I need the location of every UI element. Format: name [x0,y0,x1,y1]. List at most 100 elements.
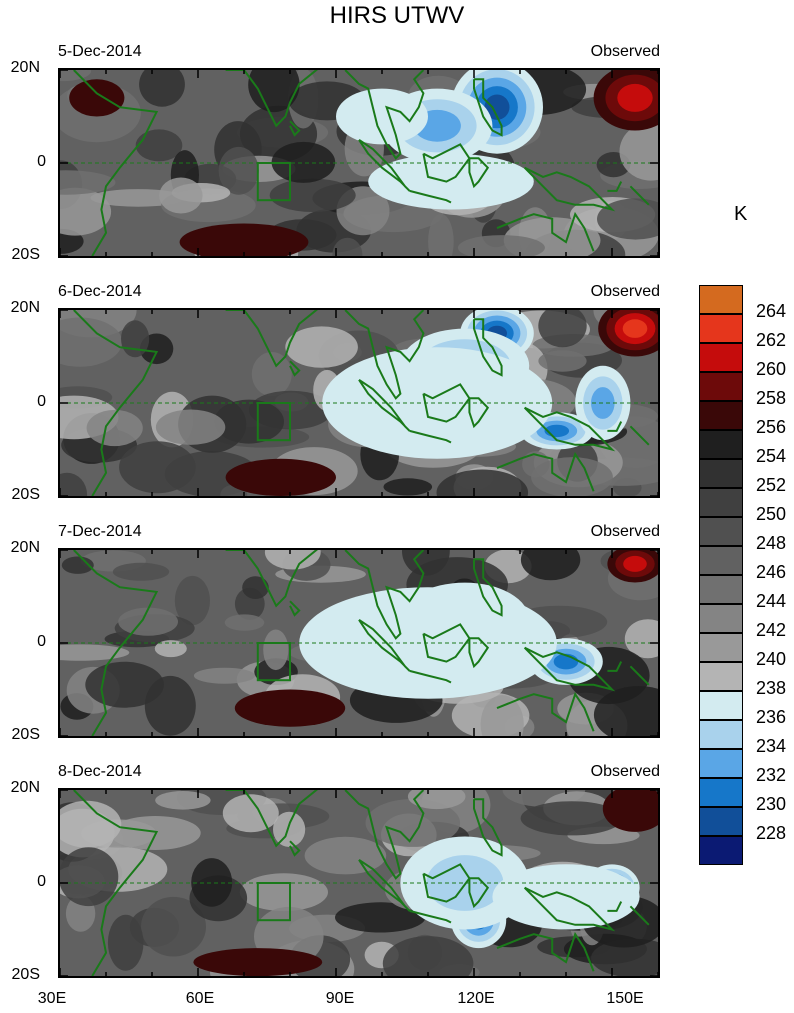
texture-blob [214,399,284,444]
colorbar-label: 252 [756,475,787,495]
texture-blob [224,614,265,631]
colorbar-label: 262 [756,330,787,350]
texture-blob [332,237,363,256]
texture-blob [480,695,524,736]
dry-region-6 [234,689,346,727]
colorbar-cell [699,662,743,691]
reference-box [256,882,292,922]
colorbar-cell [699,372,743,401]
contour-level-257 [225,458,336,496]
dry-region-6 [193,948,323,976]
dry-region-6 [179,223,309,256]
colorbar-label: 256 [756,417,787,437]
y-tick-label: 20S [11,246,40,263]
reference-box [256,402,292,442]
coastline [73,70,159,256]
panel-label-4: Observed [590,763,660,780]
texture-blob [242,576,269,599]
coastline [473,318,503,377]
reference-box [256,642,292,682]
coastline [607,421,623,432]
coastline [73,550,159,736]
colorbar-label: 258 [756,388,787,408]
y-tick-label: 20S [11,486,40,503]
texture-blob [538,310,587,348]
dry-region-5 [593,70,658,131]
y-tick-label: 0 [37,633,46,650]
y-tick-label: 0 [37,393,46,410]
texture-blob [60,70,91,82]
coastline [496,451,595,492]
texture-blob [107,914,144,971]
colorbar-label: 228 [756,823,787,843]
moist-region-4 [336,88,428,145]
coastline [344,310,425,400]
colorbar-cell [699,778,743,807]
coastline [409,669,452,684]
coastline [225,310,318,368]
colorbar-label: 232 [756,765,787,785]
coastline [468,877,490,909]
colorbar-label: 234 [756,736,787,756]
colorbar-cell [699,575,743,604]
dry-region-5 [607,550,658,583]
contour-level-261 [623,555,647,572]
moist-region-5 [322,347,553,459]
colorbar-label: 240 [756,649,787,669]
colorbar-cell [699,488,743,517]
coastline [468,397,490,429]
coastline [607,661,623,672]
coastline [409,429,452,444]
colorbar-cell [699,401,743,430]
texture-blob [264,550,321,570]
reference-box [256,162,292,202]
texture-blob [154,640,187,658]
coastline [289,360,301,377]
colorbar-label: 254 [756,446,787,466]
panel-date-4: 8-Dec-2014 [58,763,142,780]
texture-blob [624,619,658,659]
colorbar-cell [699,459,743,488]
map-panel-2 [58,308,660,498]
texture-blob [119,441,196,494]
panel-date-1: 5-Dec-2014 [58,43,142,60]
colorbar-cell [699,633,743,662]
texture-blob [159,177,203,214]
texture-blob [135,129,183,162]
y-tick-label: 20S [11,966,40,983]
coastline [523,646,616,692]
dry-region-7 [69,79,125,117]
texture-blob [248,70,300,113]
coastline [73,790,159,976]
y-tick-label: 20N [10,779,40,796]
colorbar-cell [699,517,743,546]
panel-label-1: Observed [590,43,660,60]
coastline [225,790,318,848]
colorbar-label: 238 [756,678,787,698]
x-tick-label: 150E [606,990,644,1007]
coastline [289,600,301,617]
colorbar-label: 250 [756,504,787,524]
colorbar [699,285,743,865]
coastline [344,790,425,880]
texture-blob [285,326,358,368]
contour-level-257 [179,223,309,256]
texture-blob [112,562,170,581]
texture-blob [60,847,119,907]
coastline [422,143,471,183]
colorbar-cell [699,749,743,778]
coastline [225,70,318,128]
y-tick-label: 20S [11,726,40,743]
colorbar-cell [699,430,743,459]
texture-blob [239,873,328,912]
texture-blob [218,146,259,195]
coastline [607,901,623,912]
coastline [358,378,411,432]
texture-blob [155,409,226,445]
colorbar-label: 248 [756,533,787,553]
coastline [629,665,650,686]
contour-level-237 [492,864,640,930]
x-tick-label: 90E [325,990,355,1007]
coastline [344,550,425,640]
colorbar-label: 236 [756,707,787,727]
